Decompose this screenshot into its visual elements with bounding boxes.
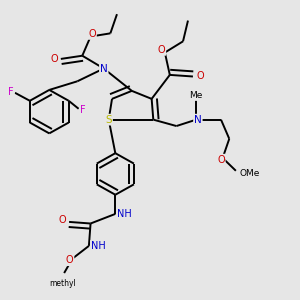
Text: Me: Me [190,91,203,100]
Text: O: O [59,215,66,225]
Text: F: F [80,105,86,115]
Text: N: N [194,115,202,124]
Text: O: O [158,45,165,55]
Text: NH: NH [91,241,106,251]
Text: O: O [50,54,58,64]
Text: O: O [66,255,74,265]
Text: O: O [88,29,96,39]
Text: methyl: methyl [49,279,76,288]
Text: S: S [105,115,112,124]
Text: NH: NH [117,209,132,219]
Text: F: F [8,87,14,97]
Text: OMe: OMe [239,169,260,178]
Text: O: O [196,71,204,82]
Text: N: N [100,64,108,74]
Text: O: O [217,154,225,165]
